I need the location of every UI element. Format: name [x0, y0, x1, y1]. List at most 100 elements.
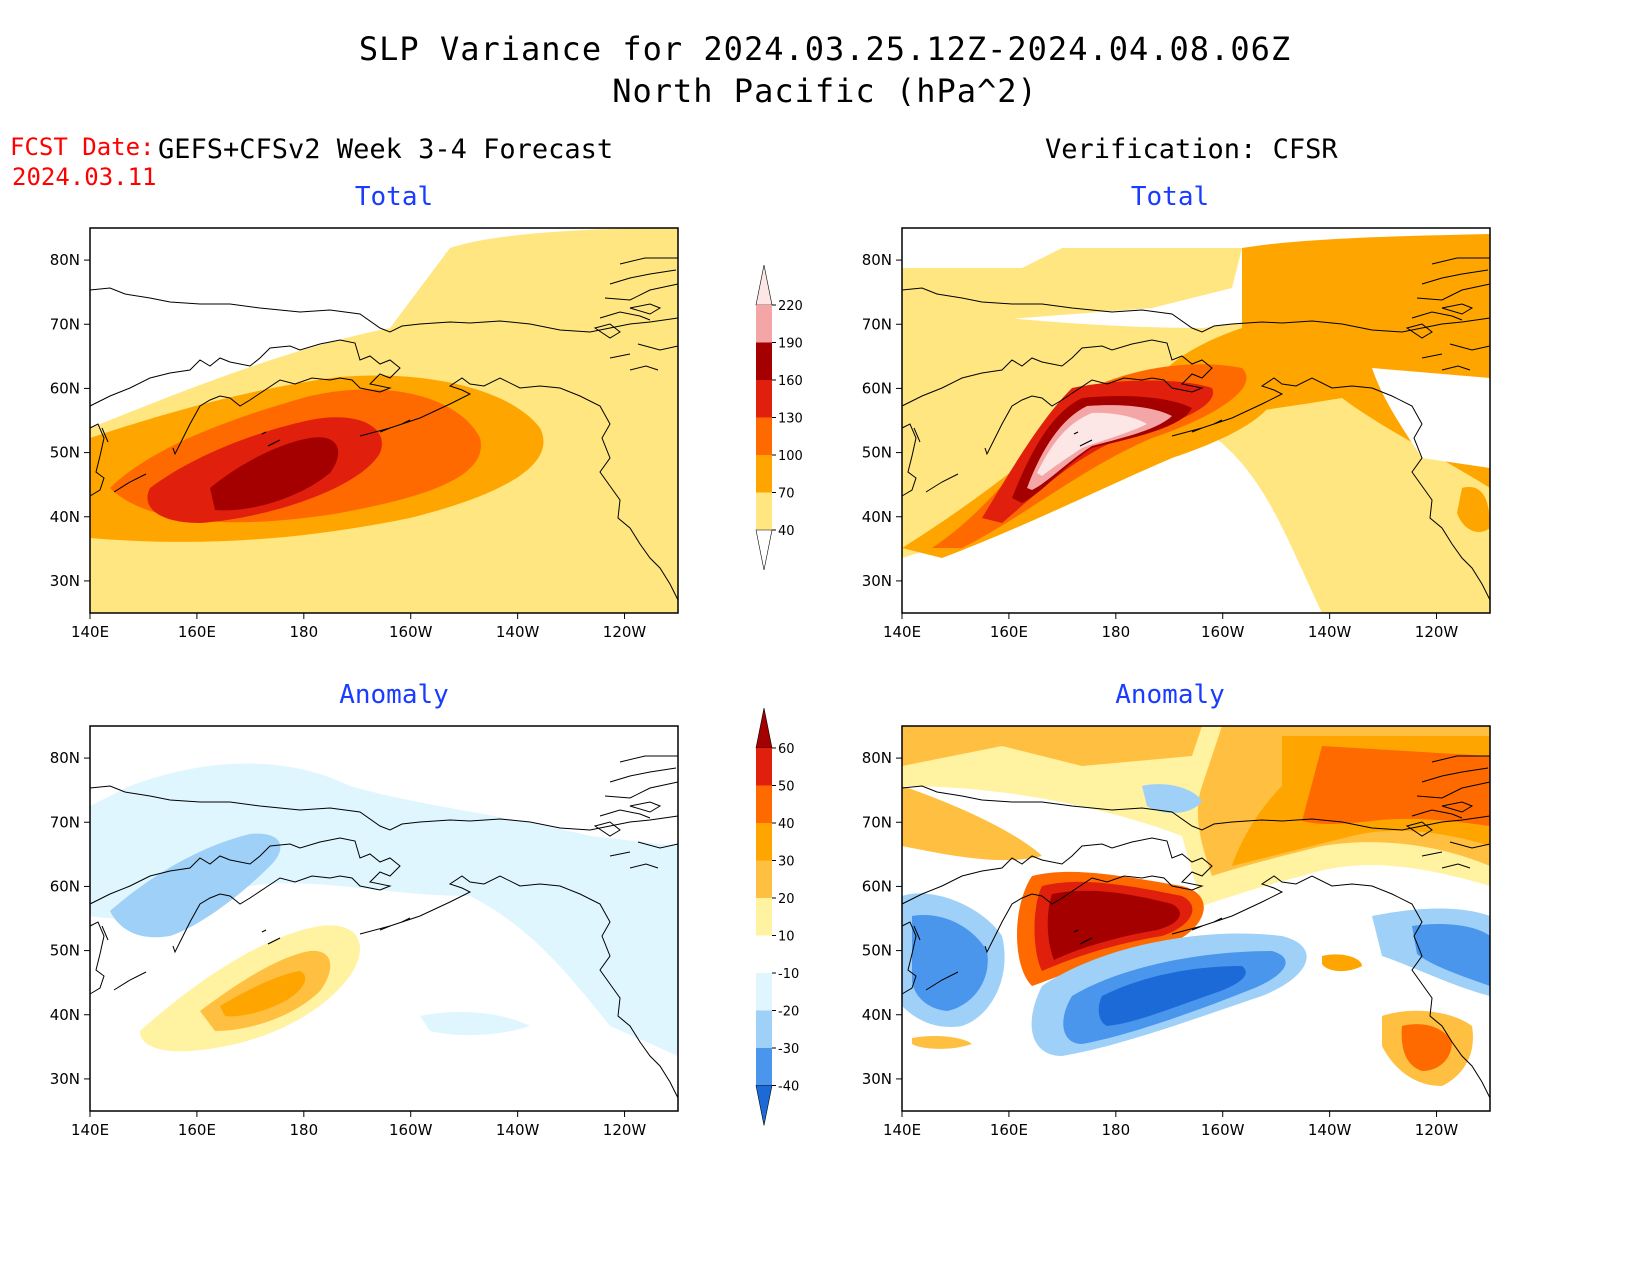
lat-tick-label: 30N [862, 1070, 892, 1088]
main-title: SLP Variance for 2024.03.25.12Z-2024.04.… [358, 30, 1292, 68]
verification-anomaly-title: Anomaly [1115, 680, 1225, 710]
lon-tick-label: 180 [1101, 623, 1130, 641]
forecast-total-map: 80N 70N 60N 50N 40N 30N 140E 160E 180 160W 140W 120… [50, 227, 679, 641]
lon-tick-label: 140E [883, 623, 921, 641]
total-colorbar-label: 190 [778, 337, 803, 352]
total-colorbar-segment [756, 492, 772, 530]
lat-tick-label: 50N [862, 444, 892, 462]
verification-anomaly-map: 80N 70N 60N 50N 40N 30N 140E 160E 180 160W 140W 120… [862, 725, 1491, 1139]
lat-tick-label: 40N [50, 508, 80, 526]
anomaly-colorbar-label: 40 [778, 817, 795, 832]
lat-tick-label: 60N [50, 379, 80, 397]
lon-tick-label: 120W [603, 623, 647, 641]
lon-tick-label: 140W [496, 1121, 540, 1139]
lat-tick-label: 80N [862, 251, 892, 269]
total-colorbar-segment [756, 342, 772, 380]
total-colorbar-segment [756, 380, 772, 418]
total-colorbar-label: 70 [778, 487, 795, 502]
anomaly-colorbar-segment [756, 1048, 772, 1086]
total-colorbar-label: 130 [778, 412, 803, 427]
total-colorbar-top-arrow [755, 265, 773, 306]
total-colorbar-label: 100 [778, 449, 803, 464]
lon-tick-label: 180 [1101, 1121, 1130, 1139]
lat-tick-label: 50N [862, 942, 892, 960]
lon-tick-label: 180 [289, 1121, 318, 1139]
forecast-anomaly-map: 80N 70N 60N 50N 40N 30N 140E 160E 180 160W 140W 120… [50, 725, 679, 1139]
lon-tick-label: 140E [883, 1121, 921, 1139]
total-colorbar-segment [756, 305, 772, 343]
anomaly-colorbar-segment [756, 785, 772, 823]
lat-tick-label: 70N [862, 813, 892, 831]
anomaly-colorbar-top-arrow [755, 708, 773, 749]
lat-tick-label: 50N [50, 942, 80, 960]
anomaly-colorbar-segment [756, 860, 772, 898]
lat-tick-label: 60N [50, 877, 80, 895]
total-colorbar-label: 160 [778, 374, 803, 389]
lat-tick-label: 40N [50, 1006, 80, 1024]
total-colorbar-bottom-arrow [755, 529, 773, 571]
lat-tick-label: 60N [862, 379, 892, 397]
lat-tick-label: 30N [50, 1070, 80, 1088]
total-colorbar: 220 190 160 130 100 70 40 [755, 265, 803, 571]
lat-tick-label: 40N [862, 1006, 892, 1024]
anomaly-colorbar-segment [756, 898, 772, 936]
lon-tick-label: 120W [603, 1121, 647, 1139]
lon-tick-label: 120W [1415, 623, 1459, 641]
anomaly-colorbar-label: 30 [778, 855, 795, 870]
anomaly-colorbar-segment [756, 823, 772, 861]
lat-tick-label: 80N [862, 749, 892, 767]
anomaly-colorbar-label: 60 [778, 742, 795, 757]
lat-tick-label: 80N [50, 749, 80, 767]
forecast-anomaly-map-axes: 80N 70N 60N 50N 40N 30N 140E 160E 180 160W 140W 120… [50, 749, 647, 1139]
forecast-anomaly-title: Anomaly [339, 680, 449, 710]
fcst-date-label: FCST Date: [10, 133, 155, 161]
lat-tick-label: 40N [862, 508, 892, 526]
anomaly-colorbar-label: -10 [778, 967, 799, 982]
lon-tick-label: 160W [389, 1121, 433, 1139]
lon-tick-label: 180 [289, 623, 318, 641]
forecast-heading: GEFS+CFSv2 Week 3-4 Forecast [158, 134, 614, 165]
lat-tick-label: 70N [862, 315, 892, 333]
lon-tick-label: 160E [990, 623, 1028, 641]
lon-tick-label: 160E [990, 1121, 1028, 1139]
fcst-date-value: 2024.03.11 [12, 163, 157, 191]
lon-tick-label: 140W [496, 623, 540, 641]
forecast-total-map-axes: 80N 70N 60N 50N 40N 30N 140E 160E 180 160W 140W 120… [50, 251, 647, 641]
verification-total-map: 80N 70N 60N 50N 40N 30N 140E 160E 180 160W 140W 120… [862, 227, 1491, 641]
lat-tick-label: 30N [50, 572, 80, 590]
anomaly-colorbar-label: -30 [778, 1042, 799, 1057]
anomaly-colorbar-segment [756, 1010, 772, 1048]
lat-tick-label: 70N [50, 813, 80, 831]
lon-tick-label: 160W [1201, 1121, 1245, 1139]
forecast-total-title: Total [354, 182, 434, 212]
anomaly-colorbar-label: 10 [778, 930, 795, 945]
anomaly-colorbar-label: 20 [778, 892, 795, 907]
verification-heading: Verification: CFSR [1045, 134, 1338, 165]
anomaly-colorbar-bottom-arrow [755, 1085, 773, 1126]
total-colorbar-label: 40 [778, 524, 795, 539]
anomaly-colorbar-label: -40 [778, 1080, 799, 1095]
lon-tick-label: 160W [1201, 623, 1245, 641]
anomaly-colorbar-segment [756, 973, 772, 1011]
lat-tick-label: 80N [50, 251, 80, 269]
lon-tick-label: 140E [71, 1121, 109, 1139]
total-colorbar-segment [756, 455, 772, 493]
total-colorbar-segment [756, 417, 772, 455]
lat-tick-label: 60N [862, 877, 892, 895]
main-subtitle: North Pacific (hPa^2) [612, 72, 1038, 110]
lat-tick-label: 30N [862, 572, 892, 590]
anomaly-colorbar-label: 50 [778, 780, 795, 795]
total-colorbar-label: 220 [778, 299, 803, 314]
verification-total-map-axes: 80N 70N 60N 50N 40N 30N 140E 160E 180 160W 140W 120… [862, 251, 1459, 641]
anomaly-colorbar: 60 50 40 30 20 10 -10 -20 -30 -40 [755, 708, 799, 1126]
lon-tick-label: 160W [389, 623, 433, 641]
anomaly-colorbar-label: -20 [778, 1005, 799, 1020]
anomaly-colorbar-segment [756, 935, 772, 973]
anomaly-colorbar-segment [756, 748, 772, 786]
lon-tick-label: 140E [71, 623, 109, 641]
lon-tick-label: 140W [1308, 623, 1352, 641]
lon-tick-label: 160E [178, 623, 216, 641]
lon-tick-label: 160E [178, 1121, 216, 1139]
lat-tick-label: 50N [50, 444, 80, 462]
lon-tick-label: 120W [1415, 1121, 1459, 1139]
